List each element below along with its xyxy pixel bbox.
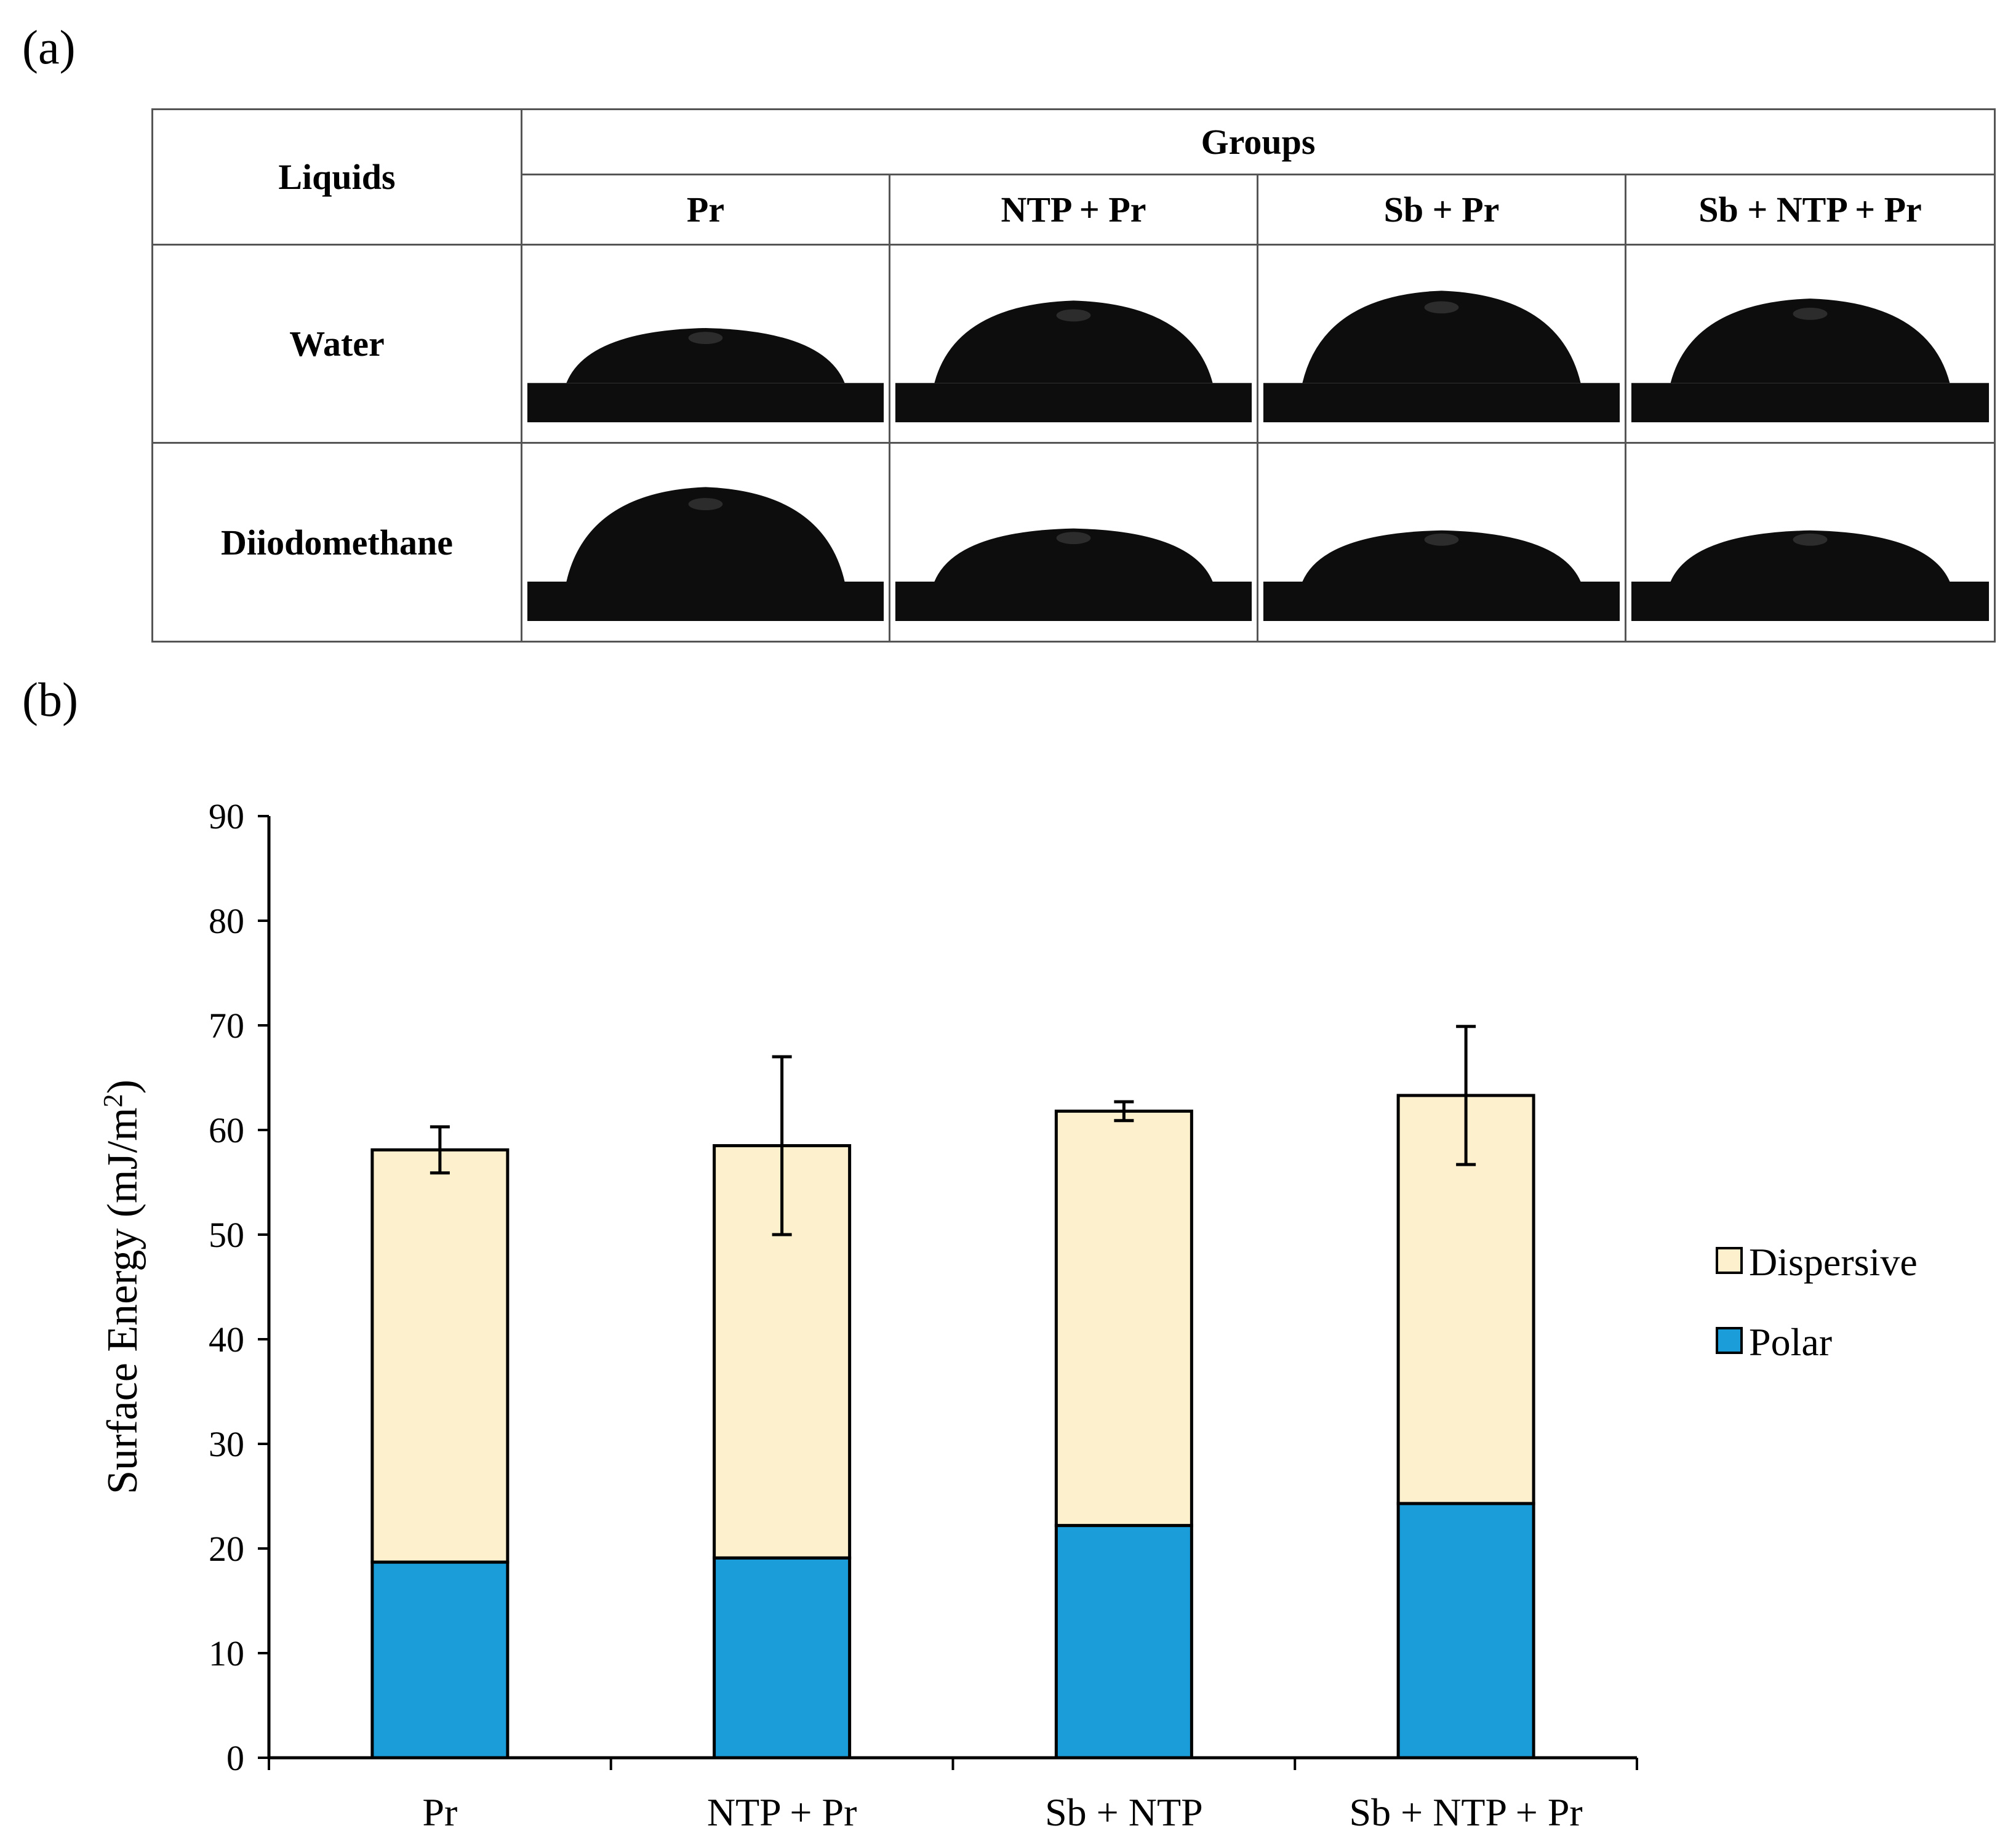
drop-highlight	[1056, 532, 1091, 545]
drop-shape	[934, 300, 1213, 383]
substrate	[527, 582, 884, 621]
y-tick-label: 0	[226, 1738, 244, 1778]
substrate	[1263, 582, 1620, 621]
chart-bars	[370, 1094, 1535, 1760]
bar-dispersive-pr	[370, 1148, 510, 1564]
x-tick-label-ntp-pr: NTP + Pr	[707, 1790, 857, 1834]
contact-angle-table: Liquids Groups Pr NTP + Pr Sb + Pr Sb + …	[151, 108, 1996, 643]
drop-svg	[1263, 290, 1620, 423]
bar-polar-sb-ntp-pr	[1396, 1502, 1535, 1760]
x-tick-label-pr: Pr	[422, 1790, 457, 1834]
legend-label-polar: Polar	[1749, 1320, 1832, 1364]
legend-swatch-dispersive	[1716, 1247, 1743, 1274]
bar-polar-pr	[370, 1560, 510, 1760]
substrate	[895, 582, 1252, 621]
drop-svg	[895, 528, 1252, 621]
y-tick-label: 50	[209, 1215, 244, 1255]
surface-energy-chart: 0 10 20 30 40 50 60 70 80 90 Surface Energy (mJ/m2…	[98, 796, 1918, 1834]
drop-shape	[1670, 298, 1950, 383]
drop-image-diiodomethane-pr	[521, 442, 890, 643]
legend-label-dispersive: Dispersive	[1749, 1240, 1918, 1284]
drop-svg	[1631, 298, 1990, 423]
y-tick-label: 70	[209, 1006, 244, 1046]
drop-shape	[566, 327, 845, 383]
group-header-ntp-pr: NTP + Pr	[889, 174, 1258, 246]
substrate	[1263, 383, 1620, 423]
drop-highlight	[1056, 309, 1091, 322]
drop-svg	[895, 300, 1252, 423]
drop-highlight	[1424, 533, 1459, 546]
y-tick-label: 40	[209, 1320, 244, 1360]
y-axis-title: Surface Energy (mJ/m2)	[98, 1080, 147, 1494]
drop-svg	[527, 327, 884, 423]
groups-header: Groups	[520, 108, 1996, 175]
drop-highlight	[1793, 533, 1828, 546]
bar-polar-ntp-pr	[713, 1556, 852, 1760]
substrate	[1631, 582, 1990, 621]
drop-shape	[934, 528, 1213, 582]
drop-image-water-sb-pr	[1257, 244, 1626, 444]
legend-swatch-polar	[1716, 1327, 1743, 1354]
chart-error-bars	[430, 1025, 1476, 1236]
group-header-sb-pr: Sb + Pr	[1257, 174, 1626, 246]
y-tick-label: 90	[209, 796, 244, 836]
group-header-pr: Pr	[521, 174, 890, 246]
drop-svg	[1263, 530, 1620, 621]
bar-polar-sb-ntp	[1054, 1524, 1193, 1760]
drop-shape	[1302, 530, 1581, 582]
panel-label-a: (a)	[22, 20, 76, 74]
liquid-diiodomethane: Diiodomethane	[151, 442, 522, 643]
drop-shape	[1670, 530, 1950, 582]
group-header-sb-ntp-pr: Sb + NTP + Pr	[1624, 174, 1996, 246]
drop-shape	[566, 487, 845, 582]
drop-svg	[1631, 530, 1990, 621]
panel-label-b: (b)	[22, 673, 78, 726]
x-tick-label-sb-ntp-pr: Sb + NTP + Pr	[1350, 1790, 1583, 1834]
substrate	[1631, 383, 1990, 423]
drop-svg	[527, 487, 884, 621]
substrate	[527, 383, 884, 423]
substrate	[895, 383, 1252, 423]
drop-highlight	[1424, 301, 1459, 314]
drop-highlight	[688, 498, 723, 510]
y-tick-label: 80	[209, 901, 244, 941]
y-tick-label: 30	[209, 1424, 244, 1464]
drop-highlight	[1793, 307, 1828, 320]
liquid-water: Water	[151, 244, 522, 444]
drop-image-water-sb-ntp-pr	[1624, 244, 1996, 444]
drop-image-water-ntp-pr	[889, 244, 1258, 444]
chart-labels: 0 10 20 30 40 50 60 70 80 90 Surface Energy (mJ/m2…	[98, 796, 1583, 1834]
x-tick-label-sb-ntp: Sb + NTP	[1045, 1790, 1203, 1834]
chart-legend: Dispersive Polar	[1716, 1240, 1918, 1364]
drop-highlight	[688, 332, 723, 344]
y-tick-label: 60	[209, 1110, 244, 1150]
y-tick-label: 10	[209, 1633, 244, 1673]
drop-image-diiodomethane-sb-pr	[1257, 442, 1626, 643]
drop-shape	[1302, 290, 1581, 383]
drop-image-diiodomethane-sb-ntp-pr	[1624, 442, 1996, 643]
drop-image-water-pr	[521, 244, 890, 444]
bar-dispersive-sb-ntp	[1054, 1109, 1193, 1528]
y-tick-label: 20	[209, 1529, 244, 1569]
bar-dispersive-sb-ntp-pr	[1396, 1094, 1535, 1505]
drop-image-diiodomethane-ntp-pr	[889, 442, 1258, 643]
liquids-header: Liquids	[151, 108, 522, 246]
